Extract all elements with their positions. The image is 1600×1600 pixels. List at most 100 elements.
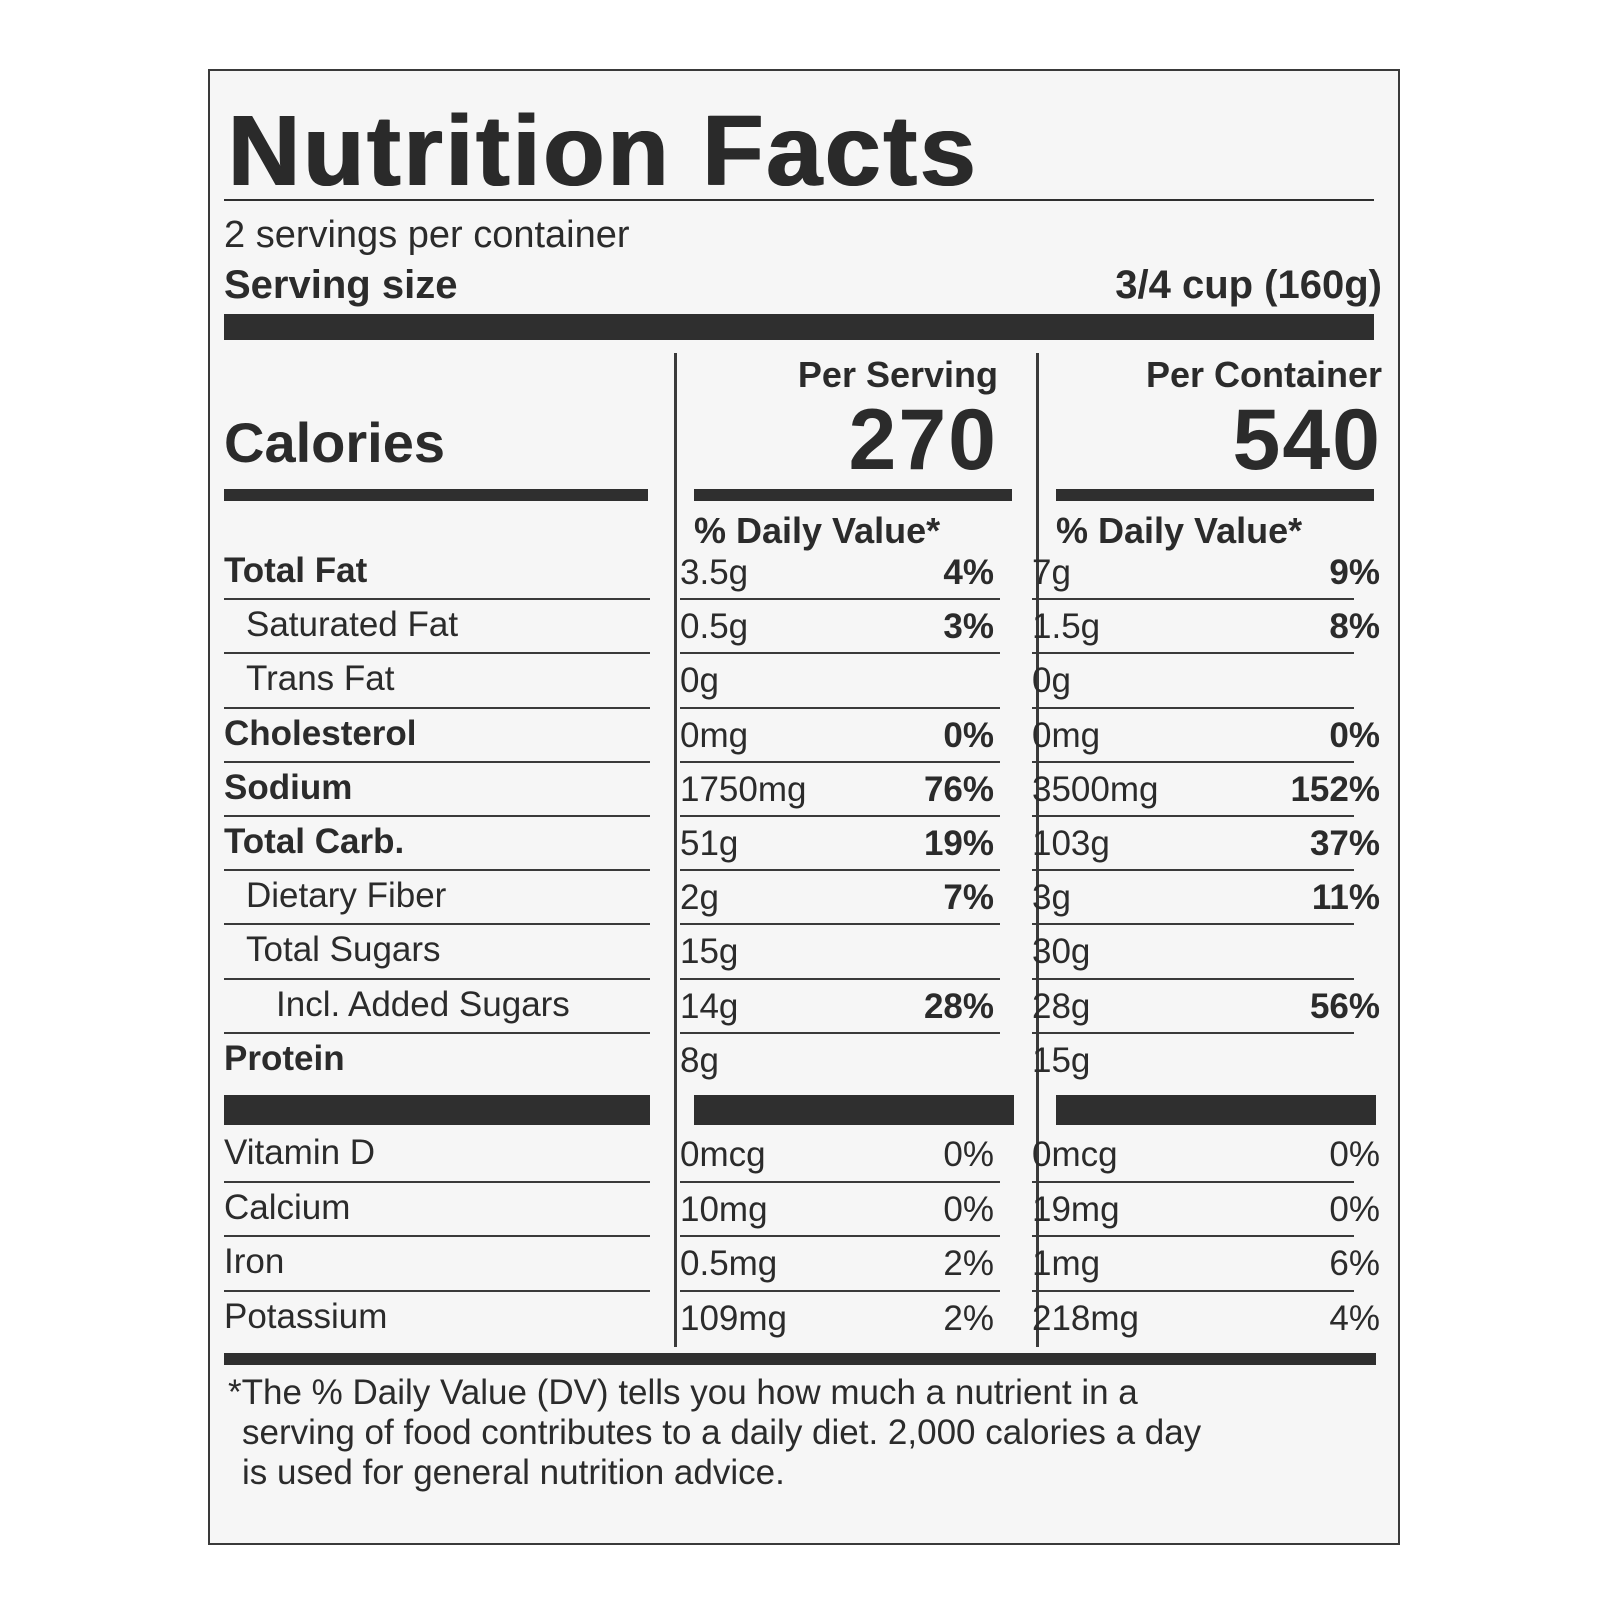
container-daily-value: 37% [1309, 824, 1380, 863]
row-divider [224, 706, 650, 709]
serving-amount: 3.5g [680, 553, 749, 592]
nutrient-row: Dietary Fiber 2g 7% 3g 11% [210, 872, 1398, 927]
row-divider [680, 814, 1000, 817]
serving-amount: 51g [680, 824, 739, 863]
serving-daily-value: 0% [943, 1189, 994, 1229]
serving-daily-value: 4% [943, 553, 994, 592]
serving-daily-value: 3% [943, 607, 994, 647]
row-divider [224, 598, 650, 601]
row-divider [224, 1235, 650, 1237]
vitamin-row: Potassium 109mg 2% 218mg 4% [210, 1293, 1398, 1348]
row-divider [680, 1235, 1000, 1237]
row-divider [224, 814, 650, 817]
servings-per-container: 2 servings per container [224, 214, 630, 256]
row-divider [680, 1031, 1000, 1034]
nutrition-facts-label: Nutrition Facts 2 servings per container… [208, 69, 1400, 1545]
divider-thin [224, 199, 1374, 201]
calories-label: Calories [224, 411, 445, 474]
container-amount: 19mg [1032, 1189, 1120, 1229]
footnote-line: is used for general nutrition advice. [242, 1453, 785, 1492]
vitamin-bar-serving [694, 1095, 1014, 1125]
container-amount: 3g [1032, 878, 1071, 918]
row-divider [680, 598, 1000, 601]
row-divider [224, 1289, 650, 1292]
nutrient-name: Incl. Added Sugars [276, 984, 570, 1024]
nutrient-row: Total Carb. 51g 19% 103g 37% [210, 818, 1398, 873]
vitamin-row: Vitamin D 0mcg 0% 0mcg 0% [210, 1129, 1398, 1184]
row-divider [680, 760, 1000, 763]
vitamin-name: Potassium [224, 1296, 388, 1336]
row-divider [224, 1180, 650, 1183]
calories-bar-left [224, 489, 648, 501]
label-title: Nutrition Facts [228, 95, 979, 207]
serving-amount: 10mg [680, 1189, 768, 1229]
serving-amount: 15g [680, 932, 739, 972]
vitamin-row: Iron 0.5mg 2% 1mg 6% [210, 1238, 1398, 1293]
vitamin-name: Calcium [224, 1187, 351, 1227]
container-amount: 0g [1032, 661, 1071, 701]
column-divider-1 [674, 353, 677, 1347]
row-divider [1032, 598, 1354, 601]
nutrient-name: Protein [224, 1038, 345, 1078]
vitamin-name: Vitamin D [224, 1133, 376, 1172]
nutrient-name: Trans Fat [246, 659, 395, 699]
row-divider [680, 869, 1000, 872]
container-daily-value: 11% [1311, 878, 1380, 918]
container-amount: 103g [1032, 824, 1110, 863]
serving-daily-value: 28% [923, 986, 994, 1026]
dv-header-serving: % Daily Value* [694, 510, 941, 551]
container-daily-value: 56% [1309, 986, 1380, 1026]
nutrient-name: Total Carb. [224, 822, 405, 861]
row-divider [1032, 1235, 1354, 1237]
container-daily-value: 0% [1329, 1135, 1380, 1174]
footnote-line: serving of food contributes to a daily d… [242, 1413, 1202, 1452]
serving-amount: 109mg [680, 1298, 788, 1338]
serving-amount: 0g [680, 661, 719, 701]
container-amount: 0mg [1032, 715, 1101, 755]
row-divider [224, 1031, 650, 1034]
row-divider [680, 1180, 1000, 1183]
container-amount: 1.5g [1032, 607, 1101, 647]
serving-daily-value: 0% [943, 715, 994, 755]
footnote: *The % Daily Value (DV) tells you how mu… [228, 1373, 1378, 1493]
nutrient-row: Cholesterol 0mg 0% 0mg 0% [210, 710, 1398, 765]
per-container-header: Per Container [1145, 354, 1382, 395]
serving-amount: 0mcg [680, 1135, 766, 1174]
vitamin-row: Calcium 10mg 0% 19mg 0% [210, 1184, 1398, 1239]
serving-size-value: 3/4 cup (160g) [1115, 263, 1382, 307]
footnote-line: *The % Daily Value (DV) tells you how mu… [228, 1373, 1138, 1412]
footnote-divider [224, 1353, 1376, 1365]
container-amount: 218mg [1032, 1298, 1140, 1338]
per-container-calories: 540 [1232, 392, 1382, 488]
nutrient-name: Cholesterol [224, 713, 417, 753]
nutrient-row: Sodium 1750mg 76% 3500mg 152% [210, 764, 1398, 819]
row-divider [224, 923, 650, 926]
row-divider [1032, 814, 1354, 817]
vitamin-bar-container [1056, 1095, 1376, 1125]
row-divider [680, 652, 1000, 655]
row-divider [680, 923, 1000, 926]
dv-header-container: % Daily Value* [1056, 510, 1303, 551]
row-divider [224, 977, 650, 980]
row-divider [1032, 1289, 1354, 1292]
container-amount: 0mcg [1032, 1135, 1118, 1174]
serving-daily-value: 2% [943, 1298, 994, 1338]
nutrient-row: Total Fat 3.5g 4% 7g 9% [210, 547, 1398, 602]
nutrient-name: Sodium [224, 767, 353, 807]
container-amount: 28g [1032, 986, 1091, 1026]
calories-bar-container [1056, 489, 1374, 501]
container-amount: 7g [1032, 553, 1071, 592]
serving-amount: 0.5g [680, 607, 749, 647]
row-divider [224, 652, 650, 655]
container-daily-value: 8% [1329, 607, 1380, 647]
serving-daily-value: 0% [943, 1135, 994, 1174]
container-daily-value: 0% [1329, 715, 1380, 755]
row-divider [1032, 652, 1354, 655]
column-divider-2 [1036, 353, 1039, 1347]
vitamin-name: Iron [224, 1242, 285, 1281]
serving-amount: 0mg [680, 715, 749, 755]
row-divider [1032, 1180, 1354, 1183]
row-divider [1032, 923, 1354, 926]
serving-amount: 0.5mg [680, 1244, 778, 1283]
nutrient-row: Total Sugars 15g 30g [210, 926, 1398, 981]
